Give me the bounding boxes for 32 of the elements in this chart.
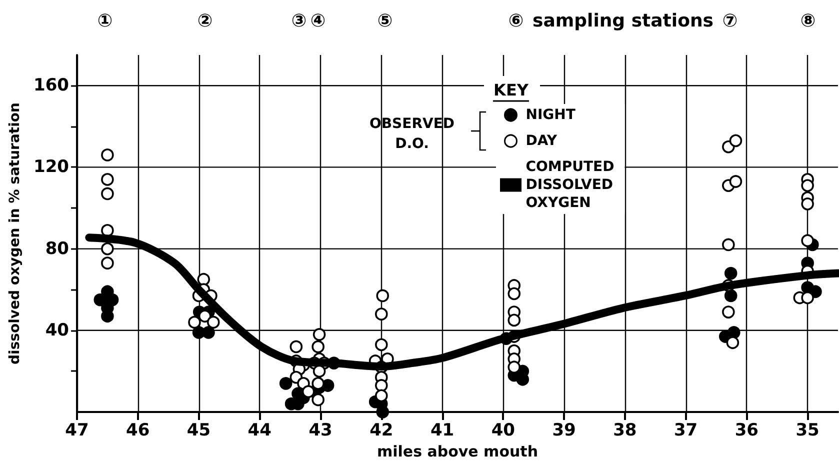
x-tick-label: 38 (613, 420, 637, 440)
text: ⑧ (800, 10, 816, 32)
legend-label: COMPUTED DISSOLVED OXYGEN (526, 159, 620, 211)
y-tick-label: 40 (45, 320, 70, 340)
x-tick-label: 46 (126, 420, 150, 440)
y-axis-title: dissolved oxygen in % saturation (7, 102, 23, 364)
legend-title: KEY (494, 80, 529, 100)
x-tick-label: 43 (308, 420, 332, 440)
legend-label: DAY (526, 133, 558, 149)
text: ② (197, 10, 213, 32)
text: ⑥ (508, 10, 524, 32)
x-tick-label: 41 (430, 420, 454, 440)
x-tick-label: 39 (552, 420, 576, 440)
x-tick-label: 42 (370, 420, 394, 440)
y-tick-label: 80 (45, 238, 70, 259)
x-tick-label: 40 (491, 420, 516, 440)
legend-label: NIGHT (526, 107, 576, 123)
x-tick-label: 44 (248, 420, 272, 440)
text: ③ (291, 10, 307, 32)
x-tick-label: 35 (796, 420, 820, 440)
x-tick-label: 37 (674, 420, 698, 440)
text: sampling stations (532, 10, 714, 32)
text: ④ (310, 10, 326, 32)
x-tick-label: 45 (186, 420, 211, 440)
text: ① (97, 10, 113, 32)
x-tick-label: 36 (734, 420, 759, 440)
x-axis-title: miles above mouth (376, 442, 538, 460)
text: ⑤ (377, 10, 393, 32)
y-tick-label: 160 (34, 76, 70, 96)
text: ⑦ (722, 10, 738, 32)
y-tick-label: 120 (34, 157, 70, 178)
x-tick-label: 47 (65, 420, 89, 440)
